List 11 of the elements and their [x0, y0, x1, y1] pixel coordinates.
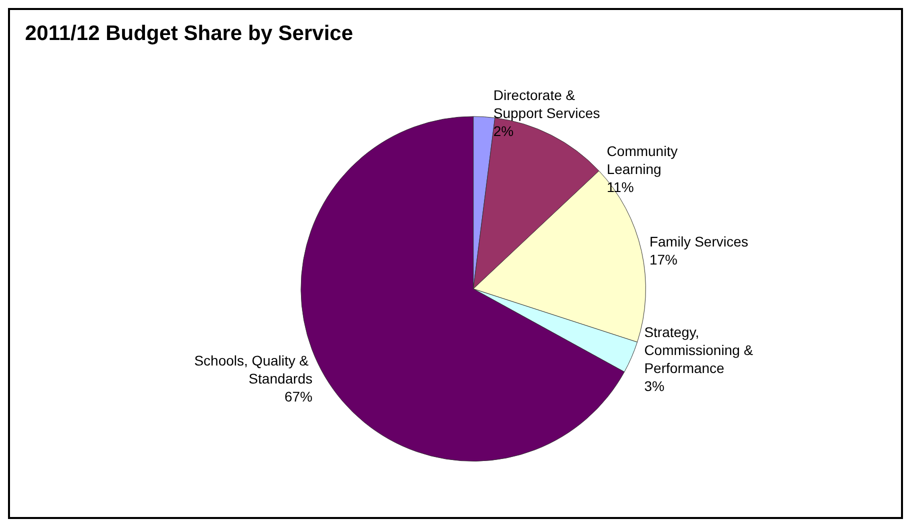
slice-label: Community Learning [606, 142, 682, 177]
slice-label: Family Services [649, 233, 748, 250]
data-label: 67% [284, 388, 312, 405]
data-label: 11% [606, 178, 634, 195]
slice-label: Strategy, Commissioning & Performance [644, 324, 758, 376]
data-label: 17% [649, 251, 678, 268]
data-label: 2% [493, 122, 514, 139]
chart-title: 2011/12 Budget Share by Service [25, 22, 354, 45]
data-label: 3% [644, 378, 664, 394]
slice-label: Schools, Quality & Standards [194, 352, 312, 387]
slice-label: Directorate & Support Services [493, 86, 600, 121]
